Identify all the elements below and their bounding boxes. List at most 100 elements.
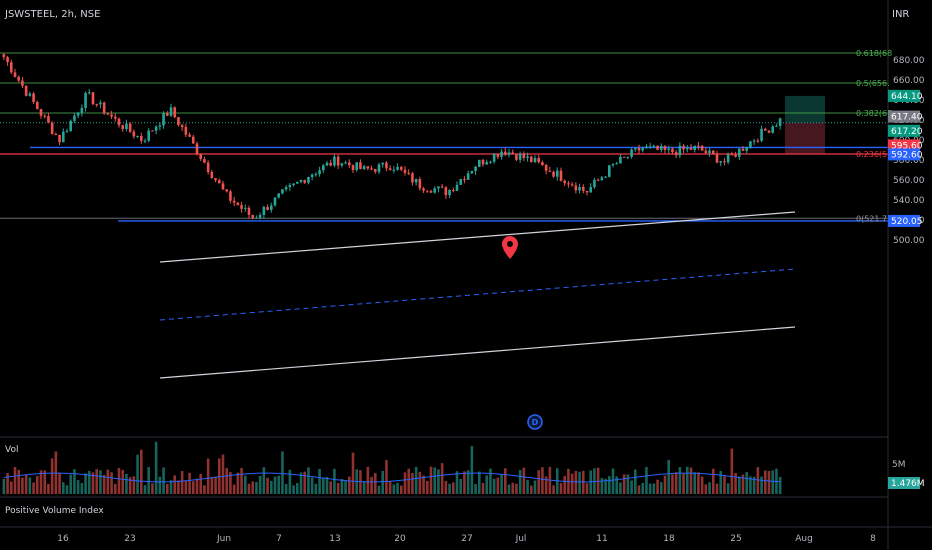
price-tick-label: 560.00 [893, 176, 925, 186]
candle-body [203, 159, 206, 163]
candle-body [403, 169, 407, 173]
volume-bar [489, 468, 492, 494]
volume-bar [407, 468, 411, 494]
volume-bar [641, 482, 645, 494]
volume-bar [485, 475, 489, 494]
volume-bar [266, 477, 269, 494]
candle-body [69, 120, 73, 131]
alert-pin-icon[interactable] [502, 236, 518, 259]
candle-body [567, 183, 570, 185]
dividend-marker[interactable]: D [527, 414, 543, 430]
volume-bar [659, 482, 663, 494]
symbol-title[interactable]: JSWSTEEL, 2h, NSE [4, 9, 100, 20]
volume-bar [203, 485, 206, 494]
volume-bar [106, 469, 110, 494]
candle-body [147, 130, 151, 141]
price-tag-box [888, 477, 920, 489]
candle-body [225, 189, 229, 192]
volume-bar [50, 458, 54, 494]
volume-bar [418, 471, 422, 494]
channel-upper-line[interactable] [159, 211, 796, 263]
candle-body [54, 133, 58, 136]
volume-bar [645, 467, 648, 494]
candle-body [533, 158, 537, 162]
volume-bar [132, 476, 136, 494]
volume-bar [21, 477, 24, 494]
candle-body [678, 145, 682, 156]
candle-body [28, 93, 32, 96]
candles [2, 53, 782, 220]
candle-body [173, 107, 177, 118]
volume-bar [151, 483, 154, 494]
dividend-label: D [532, 418, 539, 427]
price-tag-box [888, 89, 920, 102]
volume-bar [321, 478, 325, 494]
candle-body [697, 145, 700, 147]
volume-bar [61, 482, 65, 494]
candle-body [366, 166, 370, 169]
volume-bar [749, 476, 752, 494]
candle-body [65, 130, 69, 132]
volume-bar [6, 473, 9, 494]
channel-median-line[interactable] [159, 268, 796, 321]
candle-body [165, 112, 169, 116]
profit-zone[interactable] [785, 95, 825, 123]
volume-bar [578, 471, 581, 494]
candle-body [611, 164, 615, 166]
pin-body [502, 236, 518, 259]
candle-body [411, 173, 414, 183]
candle-body [381, 162, 385, 165]
candle-body [418, 179, 422, 189]
time-axis-label: Aug [795, 534, 813, 544]
candle-body [399, 166, 403, 170]
volume-bar [444, 480, 448, 494]
risk-reward-zones[interactable] [785, 95, 825, 155]
channel-lower-line[interactable] [159, 326, 796, 379]
price-tag-label: 520.05 [891, 217, 923, 227]
dividend-icon[interactable] [527, 414, 543, 430]
candle-body [9, 62, 13, 73]
candle-body [745, 147, 749, 151]
candle-body [674, 152, 678, 156]
volume-bar [35, 475, 39, 494]
candle-body [615, 163, 619, 165]
price-tag-support_lower: 520.05 [888, 214, 923, 227]
candle-body [619, 156, 622, 164]
volume-bar [600, 477, 604, 494]
volume-bar [366, 466, 370, 494]
candle-body [121, 125, 125, 130]
candle-body [351, 165, 355, 171]
volume-bar [381, 470, 385, 494]
volume-bar [763, 470, 767, 494]
volume-bar [277, 475, 281, 494]
price-tag-last_price: 617.20 [888, 124, 923, 137]
candle-body [362, 166, 366, 170]
candle-body [310, 174, 314, 178]
candle-body [671, 148, 674, 153]
time-axis[interactable]: 16 23 Jun 7 13 20 27 Jul 11 18 25 Aug 8 [57, 534, 876, 544]
candle-body [232, 200, 236, 203]
candle-body [578, 187, 581, 191]
candle-body [596, 179, 600, 181]
volume-bar [451, 482, 455, 494]
candle-body [760, 128, 763, 141]
candle-body [737, 148, 741, 157]
volume-pane-label[interactable]: Vol [5, 445, 18, 455]
time-axis-label: 18 [663, 534, 675, 544]
indicator-pane-label[interactable]: Positive Volume Index [5, 506, 104, 516]
candle-body [210, 171, 214, 179]
volume-bar [704, 484, 708, 494]
candle-body [99, 102, 102, 105]
loss-zone[interactable] [785, 122, 825, 155]
candle-body [715, 154, 719, 163]
candle-body [537, 158, 541, 163]
time-axis-label: 20 [394, 534, 406, 544]
candle-body [496, 153, 500, 157]
volume-bar [771, 470, 775, 494]
candle-body [110, 114, 113, 117]
trend-channel[interactable] [159, 211, 796, 379]
candle-body [552, 171, 555, 177]
candle-body [466, 173, 470, 180]
candle-body [221, 183, 225, 190]
